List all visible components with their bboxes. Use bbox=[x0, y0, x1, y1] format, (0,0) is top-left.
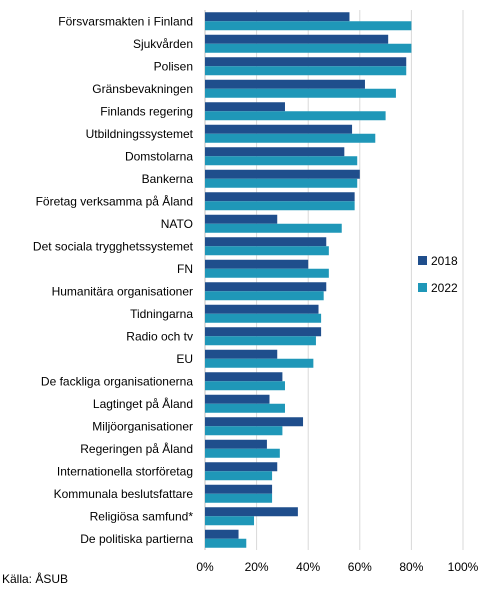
category-labels: Försvarsmakten i Finland Sjukvården Polise… bbox=[33, 14, 194, 546]
category-label: Polisen bbox=[154, 59, 193, 73]
category-label: Det sociala trygghetssystemet bbox=[33, 239, 194, 253]
category-label: De politiska partierna bbox=[80, 532, 193, 546]
bar-2022 bbox=[205, 43, 412, 53]
bar-2022 bbox=[205, 538, 247, 548]
category-label: Radio och tv bbox=[126, 329, 193, 343]
bar-2022 bbox=[205, 246, 329, 256]
bar-2022 bbox=[205, 426, 283, 436]
bar-2018 bbox=[205, 169, 360, 179]
category-label: NATO bbox=[161, 217, 193, 231]
category-label: Sjukvården bbox=[133, 37, 193, 51]
bar-2018 bbox=[205, 102, 285, 112]
bar-2018 bbox=[205, 394, 270, 404]
bar-2018 bbox=[205, 34, 389, 44]
bar-2022 bbox=[205, 268, 329, 278]
category-label: Företag verksamma på Åland bbox=[36, 193, 193, 208]
category-label: Tidningarna bbox=[130, 307, 193, 321]
bar-2018 bbox=[205, 282, 327, 292]
bar-2022 bbox=[205, 291, 324, 301]
bar-2022 bbox=[205, 448, 280, 458]
category-label: De fackliga organisationerna bbox=[41, 374, 193, 388]
bar-2018 bbox=[205, 304, 319, 314]
legend-label: 2022 bbox=[431, 281, 458, 295]
x-tick-label: 100% bbox=[448, 560, 479, 574]
category-label: Humanitära organisationer bbox=[52, 284, 193, 298]
legend-swatch-2022 bbox=[418, 283, 427, 292]
bar-2018 bbox=[205, 12, 350, 22]
category-label: Gränsbevakningen bbox=[92, 82, 193, 96]
bar-2022 bbox=[205, 381, 285, 391]
bar-2018 bbox=[205, 417, 304, 427]
bar-2022 bbox=[205, 201, 355, 211]
x-tick-label: 60% bbox=[348, 560, 372, 574]
category-label: Kommunala beslutsfattare bbox=[54, 487, 194, 501]
legend-swatch-2018 bbox=[418, 256, 427, 265]
bar-2022 bbox=[205, 66, 407, 76]
category-label: Domstolarna bbox=[125, 149, 193, 163]
category-label: Lagtinget på Åland bbox=[93, 396, 193, 411]
bar-2018 bbox=[205, 529, 239, 539]
bar-2018 bbox=[205, 259, 309, 269]
x-tick-label: 80% bbox=[399, 560, 423, 574]
gridlines bbox=[204, 10, 464, 550]
x-tick-label: 20% bbox=[245, 560, 269, 574]
bar-2018 bbox=[205, 79, 365, 89]
category-label: Finlands regering bbox=[100, 104, 193, 118]
source-note: Källa: ÅSUB bbox=[2, 572, 69, 586]
bar-2022 bbox=[205, 21, 412, 31]
bar-2022 bbox=[205, 156, 358, 166]
x-tick-labels: 0% 20% 40% 60% 80% 100% bbox=[196, 560, 478, 574]
bar-2018 bbox=[205, 124, 353, 134]
category-label: Miljöorganisationer bbox=[92, 419, 193, 433]
bars bbox=[205, 12, 412, 548]
bar-2018 bbox=[205, 147, 345, 157]
bar-2022 bbox=[205, 403, 285, 413]
bar-2022 bbox=[205, 493, 273, 503]
category-label: Religiösa samfund* bbox=[90, 509, 194, 523]
legend-label: 2018 bbox=[431, 254, 458, 268]
bar-2022 bbox=[205, 178, 358, 188]
legend: 2018 2022 bbox=[418, 254, 458, 295]
bar-2018 bbox=[205, 57, 407, 67]
category-label: Försvarsmakten i Finland bbox=[58, 14, 193, 28]
bar-2018 bbox=[205, 327, 322, 337]
category-label: Regeringen på Åland bbox=[80, 441, 193, 456]
category-label: FN bbox=[177, 262, 193, 276]
bar-2022 bbox=[205, 111, 386, 121]
x-tick-label: 0% bbox=[196, 560, 214, 574]
category-label: Utbildningssystemet bbox=[86, 127, 194, 141]
bar-2018 bbox=[205, 237, 327, 247]
bar-2018 bbox=[205, 372, 283, 382]
bar-2018 bbox=[205, 484, 273, 494]
category-label: Internationella storföretag bbox=[57, 464, 193, 478]
bar-2018 bbox=[205, 192, 355, 202]
bar-2018 bbox=[205, 462, 278, 472]
bar-2022 bbox=[205, 88, 396, 98]
bar-2022 bbox=[205, 471, 273, 481]
bar-2018 bbox=[205, 349, 278, 359]
bar-2022 bbox=[205, 313, 322, 323]
bar-2022 bbox=[205, 358, 314, 368]
bar-2018 bbox=[205, 214, 278, 224]
bar-2022 bbox=[205, 516, 255, 526]
category-label: EU bbox=[176, 352, 193, 366]
bar-2022 bbox=[205, 223, 342, 233]
x-tick-label: 40% bbox=[296, 560, 320, 574]
category-label: Bankerna bbox=[142, 172, 194, 186]
bar-2018 bbox=[205, 439, 267, 449]
bar-2022 bbox=[205, 336, 316, 346]
bar-2022 bbox=[205, 133, 376, 143]
bar-2018 bbox=[205, 507, 298, 517]
